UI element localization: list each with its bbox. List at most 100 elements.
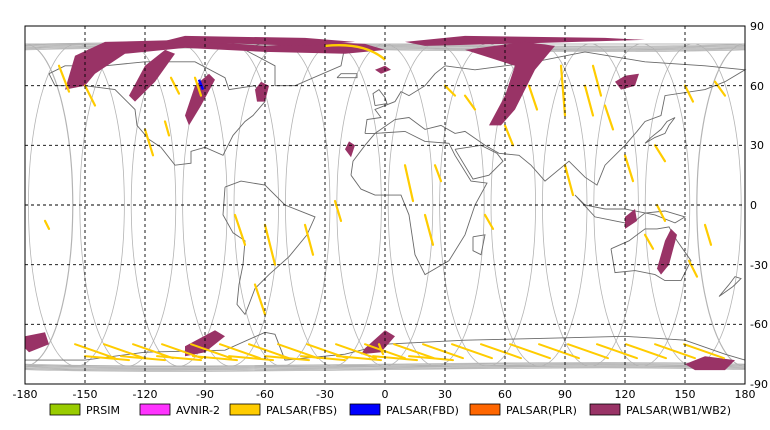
coastlines <box>25 39 747 361</box>
fbs-swath <box>43 219 51 230</box>
fbs-swath <box>336 355 382 362</box>
legend-swatch-prsim <box>49 403 81 416</box>
wb-swath <box>625 209 637 229</box>
fbs-swath <box>132 343 174 360</box>
fbs-swath <box>567 343 609 360</box>
fbs-swath <box>103 343 145 360</box>
lon-tick-label: 150 <box>675 388 696 401</box>
wb-swath <box>685 356 735 371</box>
fbs-swath <box>563 164 575 197</box>
fbs-swath <box>683 84 695 103</box>
antarctica-coastline <box>25 331 746 361</box>
wb-swath <box>361 330 395 355</box>
legend-label: PALSAR(WB1/WB2) <box>626 404 731 417</box>
fbs-swath <box>233 213 247 246</box>
fbs-swath <box>372 355 418 362</box>
lat-tick-label: 60 <box>750 80 764 93</box>
lat-tick-label: -90 <box>750 378 768 391</box>
lon-tick-label: -90 <box>196 388 214 401</box>
sensor-legend: PRSIM AVNIR-2 PALSAR(FBS) PALSAR(FBD) PA… <box>49 403 731 417</box>
fbs-swath <box>393 343 435 360</box>
fbs-swath <box>527 84 539 111</box>
japan-coastline <box>644 117 676 144</box>
fbs-swath <box>253 283 267 316</box>
fbs-swath <box>156 355 202 362</box>
lon-tick-label: -120 <box>133 388 158 401</box>
north-america-coastline <box>48 61 266 166</box>
fbs-swath <box>300 355 346 362</box>
fbs-swath <box>303 223 315 256</box>
new-zealand-coastline <box>718 276 742 297</box>
wb-swath <box>375 65 391 74</box>
lat-tick-label: -30 <box>750 259 768 272</box>
fbs-swath <box>228 355 274 362</box>
lat-tick-label: 30 <box>750 139 764 152</box>
lon-tick-label: 30 <box>438 388 452 401</box>
lon-tick-label: -180 <box>13 388 38 401</box>
fbs-swath <box>277 343 319 360</box>
fbs-swath <box>623 154 635 183</box>
lon-tick-label: 90 <box>558 388 572 401</box>
wb-swath <box>129 49 175 102</box>
fbs-swath <box>264 355 310 362</box>
fbs-swath <box>57 64 71 93</box>
legend-swatch-palsar-wb <box>589 403 621 416</box>
fbs-swath <box>443 84 457 97</box>
orbit-track <box>24 365 746 370</box>
wb-swath <box>25 332 49 353</box>
fbs-swath <box>503 124 515 147</box>
fbs-swath <box>703 223 713 246</box>
australia-coastline <box>610 226 692 282</box>
fbs-swath <box>192 355 238 362</box>
fbs-swath <box>538 343 580 360</box>
fbs-swath <box>335 343 377 360</box>
legend-swatch-palsar-fbd <box>349 403 381 416</box>
madagascar-coastline <box>472 234 486 256</box>
fbs-swath <box>583 84 595 117</box>
wb-swath <box>345 141 355 158</box>
orbit-track <box>593 43 691 367</box>
lat-tick-label: 90 <box>750 20 764 33</box>
fbs-swath <box>653 144 667 163</box>
lon-tick-label: -150 <box>73 388 98 401</box>
orbit-track <box>233 43 331 367</box>
fbs-swath <box>463 94 477 111</box>
wb-swath <box>185 330 225 357</box>
fbs-swath <box>263 223 277 266</box>
legend-label: PRSIM <box>86 404 120 417</box>
fbs-swath <box>143 128 155 157</box>
fbs-swath <box>248 343 290 360</box>
fbd-swath <box>197 79 205 91</box>
legend-swatch-palsar-plr <box>469 403 501 416</box>
orbit-track <box>490 43 588 367</box>
fbs-swath <box>193 76 203 97</box>
legend-label: AVNIR-2 <box>176 404 220 417</box>
latitude-axis: 90 60 30 0 -30 -60 -90 <box>750 20 768 391</box>
map-plot-area <box>24 25 747 385</box>
fbs-swath <box>74 343 116 360</box>
fbs-swath <box>324 44 386 61</box>
fbs-swath <box>559 64 567 117</box>
observation-swaths <box>25 35 735 371</box>
fbs-swath <box>683 343 725 360</box>
orbit-track <box>387 43 485 367</box>
wb-swath <box>465 41 555 126</box>
indonesia-coastline <box>574 194 687 224</box>
fbs-swath <box>591 64 603 97</box>
fbs-swath <box>83 84 97 107</box>
fbs-swath <box>643 233 655 250</box>
uk-coastline <box>372 88 388 107</box>
plot-frame <box>24 25 746 385</box>
lon-tick-label: -60 <box>256 388 274 401</box>
wb-swath <box>145 35 355 46</box>
fbs-swath <box>654 343 696 360</box>
fbs-swath <box>333 199 343 223</box>
africa-coastline <box>350 130 488 276</box>
lon-tick-label: -30 <box>316 388 334 401</box>
lat-tick-label: 0 <box>750 199 757 212</box>
fbs-swath <box>190 343 232 360</box>
lat-tick-label: -60 <box>750 318 768 331</box>
legend-swatch-palsar-fbs <box>229 403 261 416</box>
fbs-swath <box>596 343 638 360</box>
fbs-swath <box>655 203 667 223</box>
